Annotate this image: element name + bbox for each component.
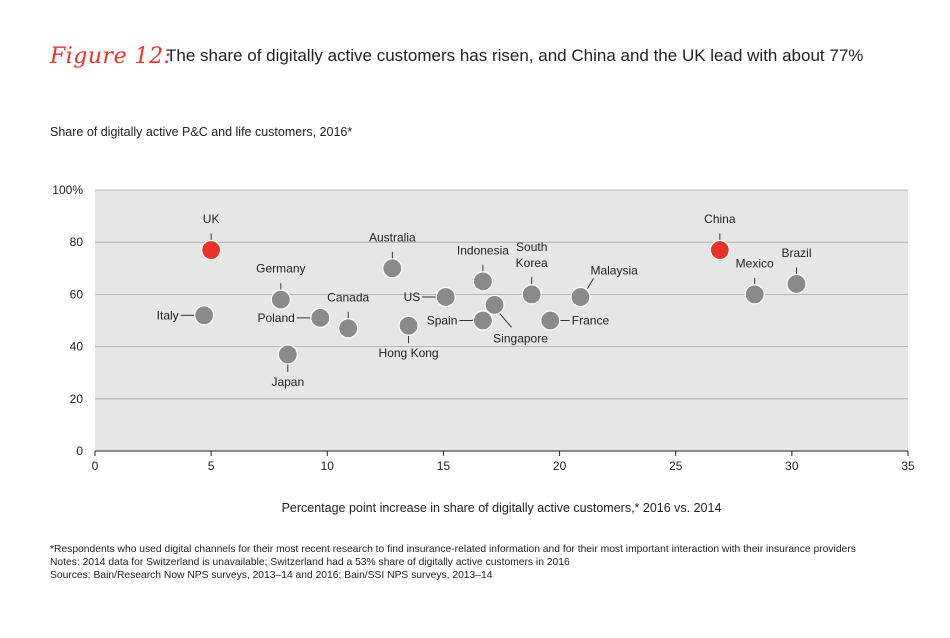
point-label-australia: Australia	[369, 230, 416, 244]
x-axis-label: Percentage point increase in share of di…	[282, 501, 722, 515]
data-point-japan	[277, 344, 298, 365]
point-label-us: US	[404, 290, 421, 304]
point-label-italy: Italy	[157, 308, 179, 322]
point-label-malaysia: Malaysia	[590, 264, 638, 278]
data-point-spain	[472, 310, 494, 331]
data-point-canada	[338, 318, 359, 339]
chart-title: Share of digitally active P&C and life c…	[50, 125, 353, 139]
data-point-china	[709, 239, 730, 261]
chart-notes: *Respondents who used digital channels f…	[50, 543, 856, 582]
point-label-france: France	[572, 314, 610, 328]
point-label-indonesia: Indonesia	[457, 243, 509, 257]
y-tick-label: 60	[70, 287, 84, 301]
point-label-china: China	[704, 212, 736, 226]
data-point-mexico	[744, 284, 765, 305]
data-point-australia	[382, 258, 403, 279]
y-tick-label: 20	[70, 392, 84, 406]
x-tick-label: 30	[785, 459, 799, 473]
x-tick-label: 35	[901, 459, 915, 473]
point-label-germany: Germany	[256, 262, 305, 276]
data-point-indonesia	[472, 271, 494, 292]
data-point-hong-kong	[398, 315, 419, 336]
point-label-singapore: Singapore	[493, 331, 548, 345]
point-label-brazil: Brazil	[781, 246, 811, 260]
y-tick-label: 100%	[52, 183, 83, 197]
data-point-brazil	[786, 273, 807, 295]
data-point-malaysia	[570, 286, 591, 308]
y-tick-label: 80	[70, 235, 84, 249]
y-tick-label: 0	[76, 444, 83, 458]
x-tick-label: 10	[321, 459, 335, 473]
footnote: *Respondents who used digital channels f…	[50, 544, 856, 555]
data-point-poland	[310, 307, 331, 328]
plot-area	[95, 190, 908, 451]
data-point-italy	[194, 305, 215, 326]
point-label-uk: UK	[203, 212, 220, 226]
figure-label: Figure 12:	[50, 44, 172, 69]
point-label-japan: Japan	[271, 375, 304, 389]
y-tick-label: 40	[70, 340, 84, 354]
point-label-mexico: Mexico	[736, 256, 774, 270]
point-label-poland: Poland	[257, 311, 294, 325]
data-point-south-korea	[521, 284, 542, 305]
point-label-hong-kong: Hong Kong	[379, 346, 439, 360]
data-point-germany	[270, 289, 291, 310]
data-point-uk	[201, 239, 222, 261]
point-label-south-korea-line2: Korea	[516, 256, 548, 270]
data-point-france	[540, 310, 561, 331]
sources: Sources: Bain/Research Now NPS surveys, …	[50, 570, 493, 581]
data-point-us	[435, 286, 456, 308]
point-label-south-korea-line1: South	[516, 240, 547, 254]
leader-line-malaysia	[587, 278, 594, 289]
point-label-canada: Canada	[327, 290, 369, 304]
leader-line-singapore	[499, 313, 512, 328]
x-tick-label: 5	[208, 459, 215, 473]
x-tick-label: 0	[92, 459, 99, 473]
x-tick-label: 15	[437, 459, 451, 473]
data-point-singapore	[484, 294, 505, 315]
x-tick-label: 20	[553, 459, 567, 473]
point-label-spain: Spain	[427, 314, 458, 328]
figure-title: The share of digitally active customers …	[166, 46, 864, 65]
note-switzerland: Notes: 2014 data for Switzerland is unav…	[50, 557, 570, 568]
x-tick-label: 25	[669, 459, 683, 473]
